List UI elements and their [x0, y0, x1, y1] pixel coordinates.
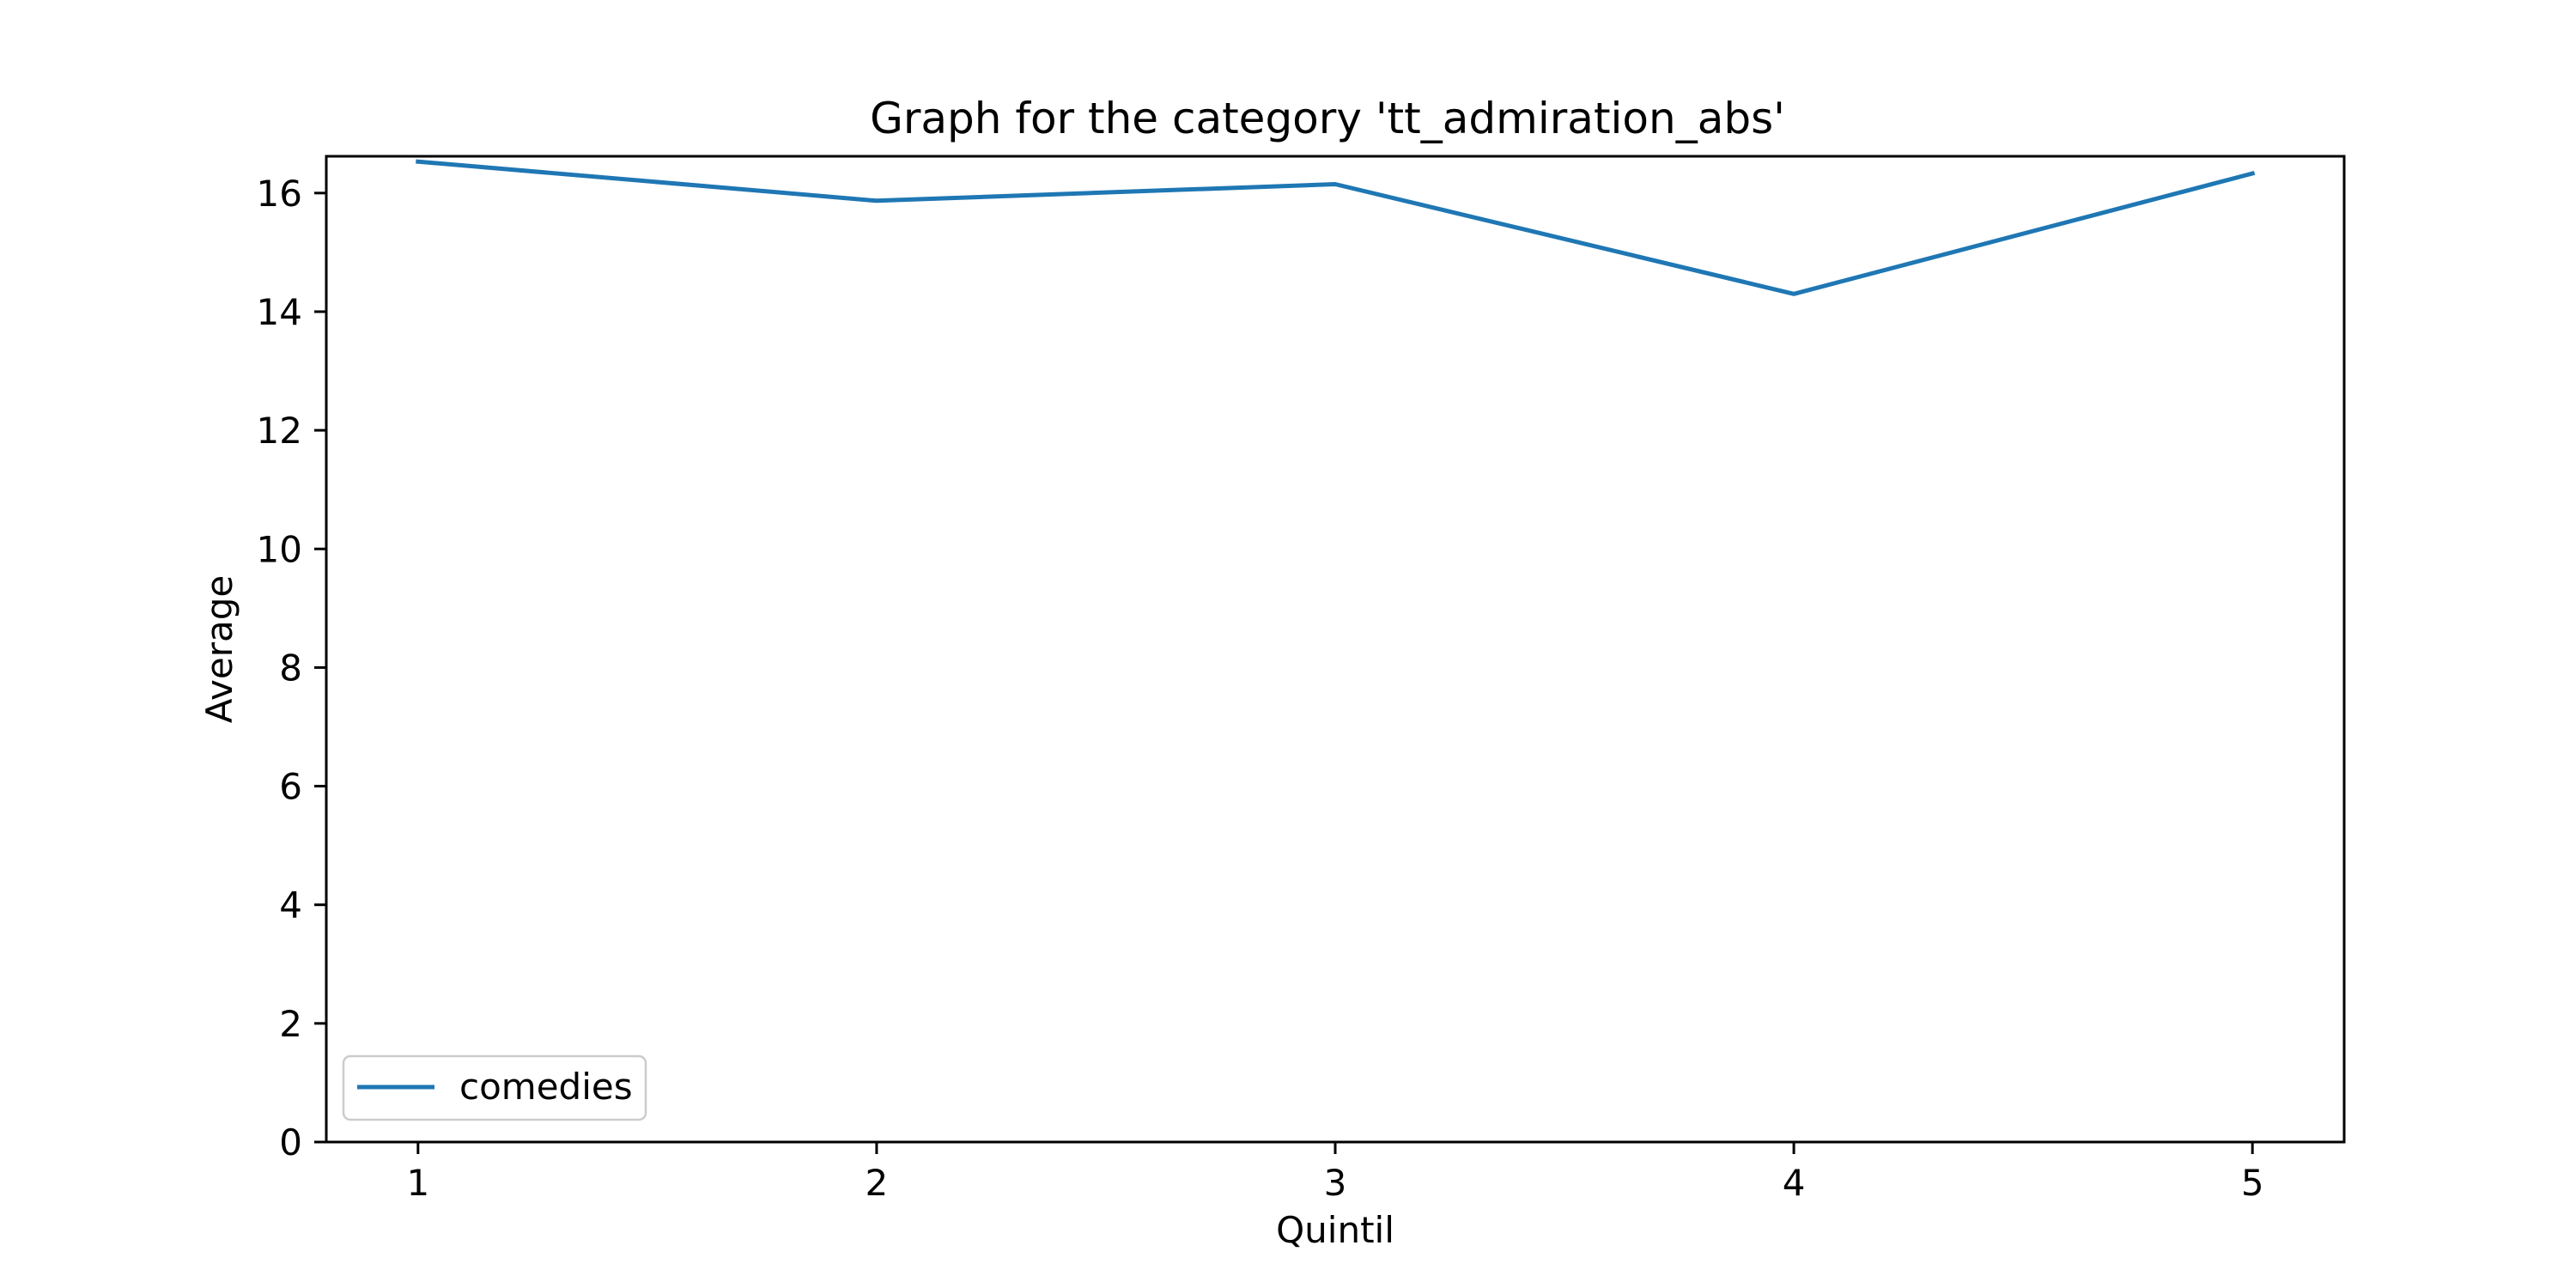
y-tick-label: 16 — [257, 173, 302, 215]
x-tick-label: 4 — [1783, 1162, 1806, 1204]
y-tick-label: 12 — [257, 410, 302, 452]
legend-label-comedies: comedies — [459, 1066, 633, 1108]
x-axis-label: Quintil — [1276, 1209, 1394, 1251]
x-tick-label: 1 — [406, 1162, 429, 1204]
x-tick-label: 5 — [2241, 1162, 2264, 1204]
y-tick-label: 2 — [279, 1003, 302, 1045]
series-line-comedies — [416, 159, 2256, 296]
y-tick-label: 8 — [279, 647, 302, 689]
plot-frame — [325, 155, 2346, 1144]
y-tick-label: 10 — [257, 528, 302, 570]
y-axis-label: Average — [198, 575, 240, 723]
y-tick-label: 6 — [279, 766, 302, 808]
legend: comedies — [342, 1054, 647, 1121]
y-tick-label: 14 — [257, 291, 302, 333]
chart-title: Graph for the category 'tt_admiration_ab… — [870, 94, 1785, 143]
x-tick-label: 3 — [1324, 1162, 1347, 1204]
y-tick-label: 4 — [279, 884, 302, 927]
y-tick-label: 0 — [279, 1121, 302, 1163]
legend-box — [342, 1054, 647, 1121]
x-tick-label: 2 — [866, 1162, 889, 1204]
